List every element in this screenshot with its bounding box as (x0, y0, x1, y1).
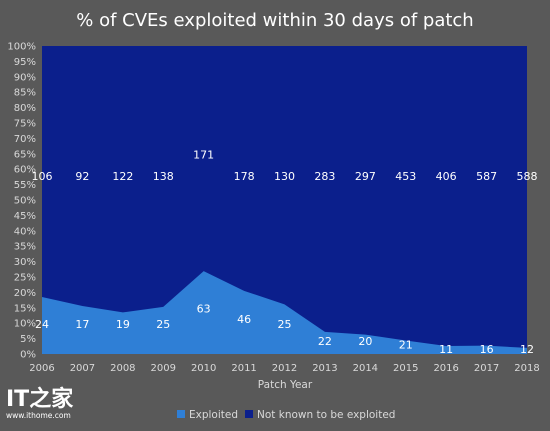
y-tick-label: 25% (14, 273, 36, 284)
data-label-not-exploited: 130 (274, 170, 295, 183)
data-label-exploited: 25 (156, 318, 170, 331)
x-axis-title: Patch Year (258, 379, 313, 391)
x-tick-label: 2018 (514, 363, 539, 374)
data-label-exploited: 16 (480, 343, 494, 356)
legend-swatch-not-exploited (245, 410, 253, 418)
x-axis: 2006 2007 2008 2009 2010 2011 2012 2013 2014 2015… (29, 363, 539, 374)
area-exploited (42, 271, 527, 354)
y-tick-label: 40% (14, 226, 36, 237)
data-label-exploited: 21 (399, 338, 413, 351)
data-label-not-exploited: 588 (517, 170, 538, 183)
x-tick-label: 2009 (151, 363, 176, 374)
data-label-not-exploited: 106 (32, 170, 53, 183)
data-label-not-exploited: 171 (193, 148, 214, 161)
watermark: IT之家 www.ithome.com (3, 384, 74, 422)
y-tick-label: 35% (14, 242, 36, 253)
watermark-logo: IT之家 (6, 386, 74, 412)
x-tick-label: 2012 (272, 363, 297, 374)
data-label-not-exploited: 178 (234, 170, 255, 183)
y-tick-label: 50% (14, 196, 36, 207)
y-axis: 0% 5% 10% 15% 20% 25% 30% 35% 40% 45% 50% 55% 60% 65%… (7, 42, 36, 361)
y-tick-label: 30% (14, 257, 36, 268)
chart-title: % of CVEs exploited within 30 days of pa… (76, 10, 473, 31)
y-tick-label: 10% (14, 319, 36, 330)
watermark-badge (3, 384, 71, 422)
data-label-exploited: 46 (237, 313, 251, 326)
x-tick-label: 2016 (433, 363, 458, 374)
data-label-not-exploited: 587 (476, 170, 497, 183)
data-label-not-exploited: 297 (355, 170, 376, 183)
legend-label-exploited: Exploited (189, 409, 238, 421)
plot-area (42, 46, 527, 354)
data-label-not-exploited: 138 (153, 170, 174, 183)
data-label-exploited: 20 (358, 335, 372, 348)
data-label-exploited: 12 (520, 343, 534, 356)
x-tick-label: 2013 (312, 363, 337, 374)
data-label-exploited: 19 (116, 318, 130, 331)
data-label-exploited: 25 (278, 318, 292, 331)
data-label-not-exploited: 122 (112, 170, 133, 183)
data-label-not-exploited: 283 (314, 170, 335, 183)
x-tick-label: 2007 (70, 363, 95, 374)
watermark-url: www.ithome.com (6, 411, 71, 420)
data-label-exploited: 11 (439, 343, 453, 356)
y-tick-label: 0% (20, 350, 36, 361)
data-labels: 106 92 122 138 171 178 130 283 297 453 406 587 588 24… (32, 148, 538, 356)
y-tick-label: 70% (14, 134, 36, 145)
x-tick-label: 2006 (29, 363, 54, 374)
y-tick-label: 60% (14, 165, 36, 176)
area-not-known-to-be-exploited (42, 46, 527, 354)
y-tick-label: 75% (14, 119, 36, 130)
y-tick-label: 90% (14, 72, 36, 83)
legend: Exploited Not known to be exploited (177, 409, 395, 421)
y-tick-label: 80% (14, 103, 36, 114)
data-label-exploited: 17 (75, 318, 89, 331)
data-label-not-exploited: 92 (75, 170, 89, 183)
data-label-not-exploited: 453 (395, 170, 416, 183)
y-tick-label: 55% (14, 180, 36, 191)
x-tick-label: 2011 (231, 363, 256, 374)
x-tick-label: 2015 (393, 363, 418, 374)
x-tick-label: 2017 (474, 363, 499, 374)
x-tick-label: 2008 (110, 363, 135, 374)
data-label-not-exploited: 406 (436, 170, 457, 183)
data-label-exploited: 24 (35, 318, 49, 331)
y-tick-label: 65% (14, 149, 36, 160)
y-tick-label: 15% (14, 303, 36, 314)
data-label-exploited: 63 (197, 302, 211, 315)
legend-swatch-exploited (177, 410, 185, 418)
y-tick-label: 45% (14, 211, 36, 222)
y-tick-label: 100% (7, 42, 36, 53)
y-tick-label: 95% (14, 57, 36, 68)
y-tick-label: 20% (14, 288, 36, 299)
legend-label-not-exploited: Not known to be exploited (257, 409, 395, 421)
x-tick-label: 2010 (191, 363, 216, 374)
y-tick-label: 85% (14, 88, 36, 99)
y-tick-label: 5% (20, 334, 36, 345)
x-tick-label: 2014 (353, 363, 378, 374)
data-label-exploited: 22 (318, 335, 332, 348)
